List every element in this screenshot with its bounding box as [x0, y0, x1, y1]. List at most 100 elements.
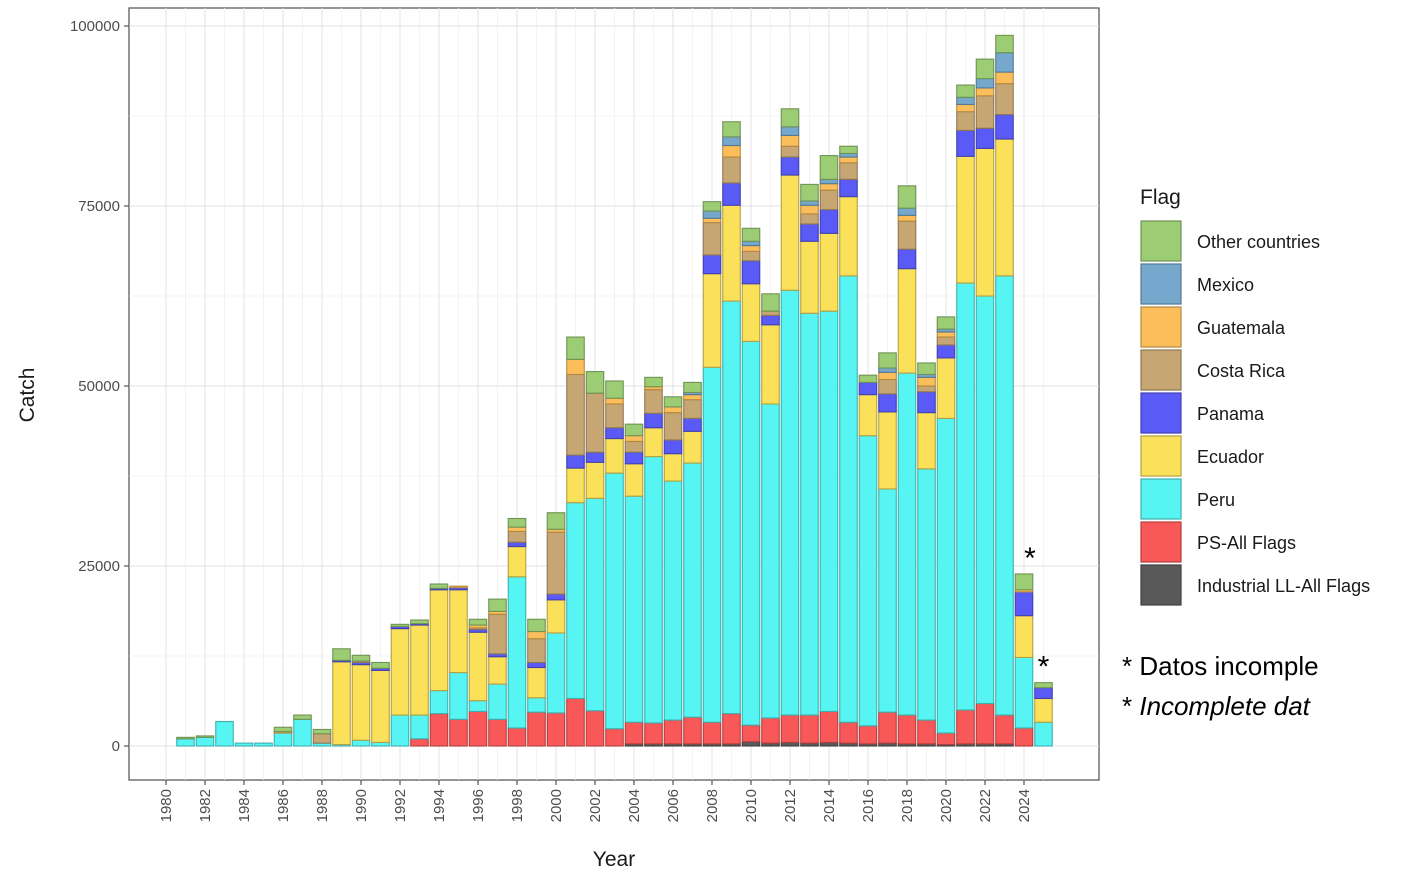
bar-segment [546, 531, 566, 595]
bar-segment [702, 273, 722, 368]
bar-segment [624, 463, 644, 497]
bar-segment [956, 84, 975, 98]
bar-segment [995, 52, 1014, 73]
bar-segment [195, 735, 215, 738]
bar-segment [995, 34, 1014, 54]
x-axis: 1980 1982 1984 1986 1988 1990 1992 1994 1996 1998… [158, 780, 1033, 822]
note-incomplete-data-es: * Datos incomple [1122, 651, 1319, 682]
bar-segment [702, 254, 722, 275]
bar-segment [761, 403, 780, 719]
incomplete-data-asterisk: * [1038, 651, 1050, 684]
y-tick-label: 25000 [78, 558, 120, 575]
y-tick-label: 75000 [78, 198, 120, 215]
bar-segment [839, 721, 858, 744]
bar-segment [195, 736, 215, 747]
y-tick-label: 0 [112, 738, 120, 755]
bar-segment [332, 648, 351, 661]
bar-segment [624, 721, 644, 745]
bar-segment [878, 352, 897, 369]
x-tick-label: 2012 [782, 789, 799, 822]
bar-segment [683, 417, 702, 432]
bar-segment [429, 583, 449, 589]
bar-segment [644, 456, 663, 724]
bar-segment [956, 103, 975, 113]
bar-segment [995, 83, 1014, 116]
y-axis-title: Catch [16, 368, 39, 423]
bar-segment [1014, 727, 1034, 747]
bar-segment [741, 227, 761, 242]
bar-segment [722, 121, 741, 138]
bar-segment [917, 412, 936, 470]
bar-segment [702, 222, 722, 256]
bar-segment [351, 654, 371, 662]
bar-segment [780, 108, 800, 128]
bar-segment [897, 185, 917, 209]
bar-segment [468, 710, 488, 747]
bar-segment [819, 189, 839, 211]
bar-segment [566, 336, 585, 360]
bar-segment [390, 714, 410, 747]
bar-segment [351, 739, 371, 747]
bar-segment [507, 546, 527, 578]
x-tick-label: 1990 [353, 789, 370, 822]
bar-segment [819, 232, 839, 312]
bar-segment [917, 719, 936, 745]
bar-segment [858, 725, 878, 745]
x-tick-label: 1982 [197, 789, 214, 822]
bar-segment [312, 733, 332, 744]
bar-segment [878, 393, 897, 413]
bar-segment [878, 371, 897, 381]
bar-segment [897, 372, 917, 716]
bar-segment [722, 713, 741, 745]
bar-segment [468, 618, 488, 626]
legend-swatch [1140, 564, 1182, 606]
bar-segment [332, 661, 351, 746]
bar-segment [683, 716, 702, 745]
bar-segment [936, 336, 956, 346]
bar-segment [936, 417, 956, 734]
bar-segment [663, 412, 683, 441]
bar-segment [702, 721, 722, 745]
bar-segment [956, 709, 975, 745]
bar-segment [624, 451, 644, 465]
x-tick-label: 1986 [275, 789, 292, 822]
bar-segment [410, 624, 429, 716]
bar-segment [858, 381, 878, 396]
bar-segment [605, 438, 624, 474]
bar-segment [644, 427, 663, 458]
bar-segment [897, 214, 917, 222]
bar-segment [683, 399, 702, 419]
bar-segment [839, 162, 858, 180]
bar-segment [800, 223, 819, 242]
bar-segment [605, 427, 624, 440]
bar-segment [819, 155, 839, 180]
bar-segment [527, 666, 546, 699]
bar-segment [624, 495, 644, 723]
bar-segment [507, 526, 527, 532]
bar-segment [566, 467, 585, 504]
x-tick-label: 2018 [899, 789, 916, 822]
legend-swatch [1140, 478, 1182, 520]
legend-swatch [1140, 263, 1182, 305]
bar-segment [605, 403, 624, 429]
bar-segment [819, 178, 839, 185]
bar-segment [722, 300, 741, 715]
bar-segment [741, 340, 761, 726]
bar-segment [624, 435, 644, 442]
bar-segment [527, 630, 546, 640]
bar-segment [566, 358, 585, 376]
x-tick-label: 1994 [431, 789, 448, 822]
bar-segment [800, 204, 819, 215]
bar-segment [936, 344, 956, 359]
bar-segment [780, 174, 800, 291]
bar-segment [488, 598, 507, 612]
bar-segment [566, 697, 585, 747]
bar-segment [878, 711, 897, 744]
bar-segment [917, 468, 936, 721]
bar-segment [956, 282, 975, 711]
bar-segment [780, 156, 800, 176]
bar-segment [761, 310, 780, 316]
bar-segment [819, 710, 839, 743]
bar-segment [293, 718, 312, 747]
bar-segment [663, 396, 683, 408]
